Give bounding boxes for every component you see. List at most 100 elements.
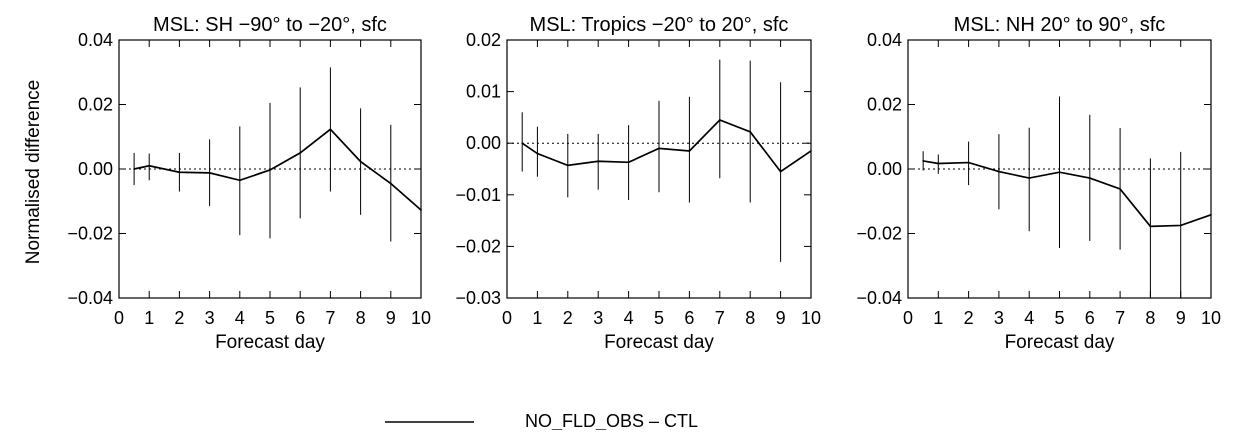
data-point — [1089, 177, 1091, 179]
x-axis-title: Forecast day — [1005, 332, 1115, 353]
data-point — [148, 164, 150, 167]
series-line — [923, 160, 1212, 228]
x-axis-title: Forecast day — [215, 332, 325, 353]
data-point — [998, 170, 1000, 173]
x-tick-label: 6 — [1085, 308, 1095, 328]
y-tick-label: 0.00 — [78, 159, 113, 179]
data-point — [688, 150, 691, 152]
x-tick-label: 4 — [624, 308, 634, 328]
x-tick-label: 2 — [563, 308, 573, 328]
data-point — [967, 161, 970, 164]
x-tick-label: 3 — [994, 308, 1004, 328]
data-point — [1058, 171, 1061, 174]
y-axis-title: Normalised difference — [23, 80, 44, 264]
x-tick-label: 7 — [715, 308, 725, 328]
chart-panel-2: MSL: Tropics −20° to 20°, sfc 0.02 0.01 0.0… — [455, 14, 821, 353]
data-point — [536, 152, 539, 155]
data-point — [1179, 224, 1182, 227]
y-tick-label: 0.00 — [867, 159, 902, 179]
x-tick-label: 0 — [903, 308, 913, 328]
x-tick-label: 5 — [265, 308, 275, 328]
chart-panels: MSL: SH −90° to −20°, sfc 0.04 0.02 0.00 −0.… — [67, 14, 1221, 353]
series-NO_FLD_OBS – CTL — [133, 67, 422, 284]
y-tick-label: 0.02 — [867, 95, 902, 115]
y-tick-label: 0.02 — [78, 95, 113, 115]
x-tick-label: 2 — [174, 308, 184, 328]
y-tick-label: 0.04 — [78, 30, 113, 50]
y-tick-label: −0.01 — [455, 185, 501, 205]
data-point — [1210, 213, 1212, 216]
series-line — [521, 118, 812, 173]
x-tick-label: 9 — [1176, 308, 1186, 328]
y-axis-title-text: Normalised difference — [23, 80, 44, 264]
x-tick-label: 3 — [205, 308, 215, 328]
data-point — [208, 172, 211, 174]
x-tick-label: 1 — [144, 308, 154, 328]
y-tick-label: −0.02 — [856, 224, 902, 244]
chart-title: MSL: NH 20° to 90°, sfc — [954, 14, 1166, 36]
x-tick-label: 1 — [933, 308, 943, 328]
x-tick-label: 1 — [532, 308, 542, 328]
data-point — [719, 119, 721, 121]
y-tick-label: 0.00 — [466, 133, 501, 153]
x-tick-label: 5 — [1054, 308, 1064, 328]
data-point — [1149, 225, 1152, 228]
chart-panel-3: MSL: NH 20° to 90°, sfc 0.04 0.02 0.00 −0.02… — [856, 14, 1221, 353]
x-tick-label: 5 — [654, 308, 664, 328]
x-tick-label: 6 — [684, 308, 694, 328]
data-point — [937, 162, 940, 165]
x-tick-label: 9 — [776, 308, 786, 328]
data-point — [749, 131, 751, 133]
data-point — [521, 142, 523, 144]
x-tick-label: 0 — [114, 308, 124, 328]
data-point — [299, 152, 302, 154]
data-point — [658, 147, 660, 150]
x-tick-label: 8 — [1145, 308, 1155, 328]
y-tick-label: 0.01 — [466, 82, 501, 102]
x-tick-label: 0 — [502, 308, 512, 328]
y-tick-label: −0.04 — [856, 288, 902, 308]
chart-panel-1: MSL: SH −90° to −20°, sfc 0.04 0.02 0.00 −0.… — [67, 14, 431, 353]
y-tick-label: −0.03 — [455, 288, 501, 308]
series-NO_FLD_OBS – CTL — [922, 96, 1212, 298]
data-point — [420, 209, 422, 211]
x-tick-label: 10 — [801, 308, 821, 328]
series-line — [133, 128, 422, 211]
data-point — [133, 168, 135, 170]
data-point — [329, 128, 332, 131]
x-tick-label: 10 — [1201, 308, 1221, 328]
x-tick-label: 8 — [745, 308, 755, 328]
data-point — [269, 169, 271, 171]
x-tick-label: 4 — [235, 308, 245, 328]
data-point — [359, 160, 362, 163]
x-tick-label: 10 — [411, 308, 431, 328]
data-point — [597, 160, 599, 163]
data-point — [390, 182, 392, 185]
x-tick-label: 6 — [295, 308, 305, 328]
data-point — [239, 179, 241, 182]
x-tick-label: 2 — [964, 308, 974, 328]
data-point — [178, 171, 181, 174]
chart-title: MSL: SH −90° to −20°, sfc — [153, 14, 387, 36]
x-tick-label: 4 — [1024, 308, 1034, 328]
data-point — [1119, 188, 1121, 190]
chart-title: MSL: Tropics −20° to 20°, sfc — [530, 14, 789, 36]
x-axis-title: Forecast day — [604, 332, 714, 353]
x-tick-label: 7 — [325, 308, 335, 328]
data-point — [627, 161, 630, 164]
y-tick-label: −0.02 — [455, 236, 501, 256]
y-tick-label: 0.04 — [867, 30, 902, 50]
y-tick-label: −0.04 — [67, 288, 113, 308]
y-tick-label: 0.02 — [466, 30, 501, 50]
legend: NO_FLD_OBS – CTL — [385, 411, 698, 432]
x-tick-label: 9 — [386, 308, 396, 328]
data-point — [1028, 177, 1030, 179]
x-tick-label: 7 — [1115, 308, 1125, 328]
x-tick-label: 3 — [593, 308, 603, 328]
data-point — [922, 160, 924, 162]
data-point — [810, 150, 812, 152]
x-tick-label: 8 — [356, 308, 366, 328]
legend-label: NO_FLD_OBS – CTL — [525, 411, 698, 430]
